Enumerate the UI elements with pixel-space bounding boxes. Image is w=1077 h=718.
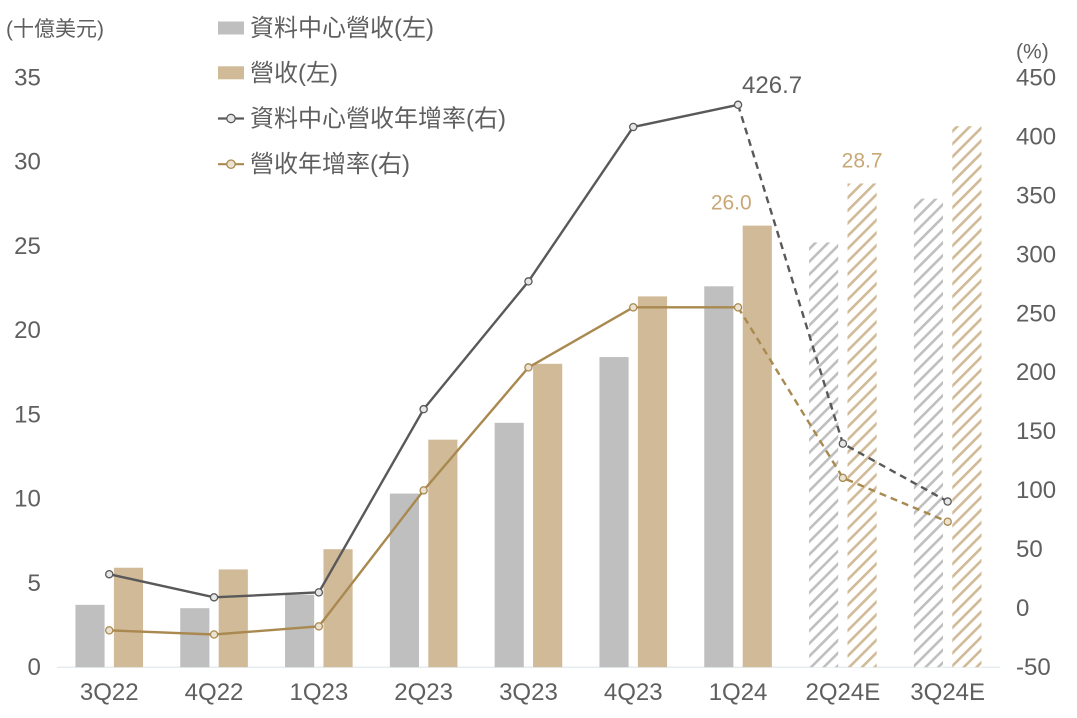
svg-text:3Q24E: 3Q24E [910,679,985,706]
svg-text:3Q22: 3Q22 [80,679,139,706]
svg-text:100: 100 [1016,477,1056,504]
svg-text:2Q24E: 2Q24E [806,679,881,706]
svg-text:4Q22: 4Q22 [185,679,244,706]
svg-text:4Q23: 4Q23 [604,679,663,706]
svg-text:1Q24: 1Q24 [709,679,768,706]
svg-text:50: 50 [1016,536,1043,563]
svg-text:26.0: 26.0 [711,192,752,215]
svg-text:10: 10 [14,486,41,513]
svg-text:資料中心營收年增率(右): 資料中心營收年增率(右) [250,106,506,133]
svg-text:15: 15 [14,401,41,428]
svg-text:350: 350 [1016,182,1056,209]
svg-text:426.7: 426.7 [742,72,802,99]
svg-text:300: 300 [1016,241,1056,268]
svg-text:0: 0 [27,654,40,681]
svg-text:30: 30 [14,149,41,176]
svg-text:資料中心營收(左): 資料中心營收(左) [250,15,434,42]
svg-text:28.7: 28.7 [842,149,883,172]
svg-text:200: 200 [1016,359,1056,386]
svg-text:營收(左): 營收(左) [250,60,338,87]
svg-text:2Q23: 2Q23 [394,679,453,706]
svg-text:20: 20 [14,317,41,344]
svg-text:150: 150 [1016,418,1056,445]
svg-text:450: 450 [1016,64,1056,91]
svg-text:3Q23: 3Q23 [499,679,558,706]
svg-text:250: 250 [1016,300,1056,327]
svg-text:0: 0 [1016,595,1029,622]
svg-text:25: 25 [14,233,41,260]
svg-text:400: 400 [1016,123,1056,150]
svg-text:5: 5 [27,570,40,597]
svg-text:(%): (%) [1016,40,1049,63]
svg-text:35: 35 [14,64,41,91]
svg-text:1Q23: 1Q23 [289,679,348,706]
svg-text:(十億美元): (十億美元) [6,18,104,41]
svg-text:-50: -50 [1016,654,1051,681]
svg-text:營收年增率(右): 營收年增率(右) [250,151,410,178]
